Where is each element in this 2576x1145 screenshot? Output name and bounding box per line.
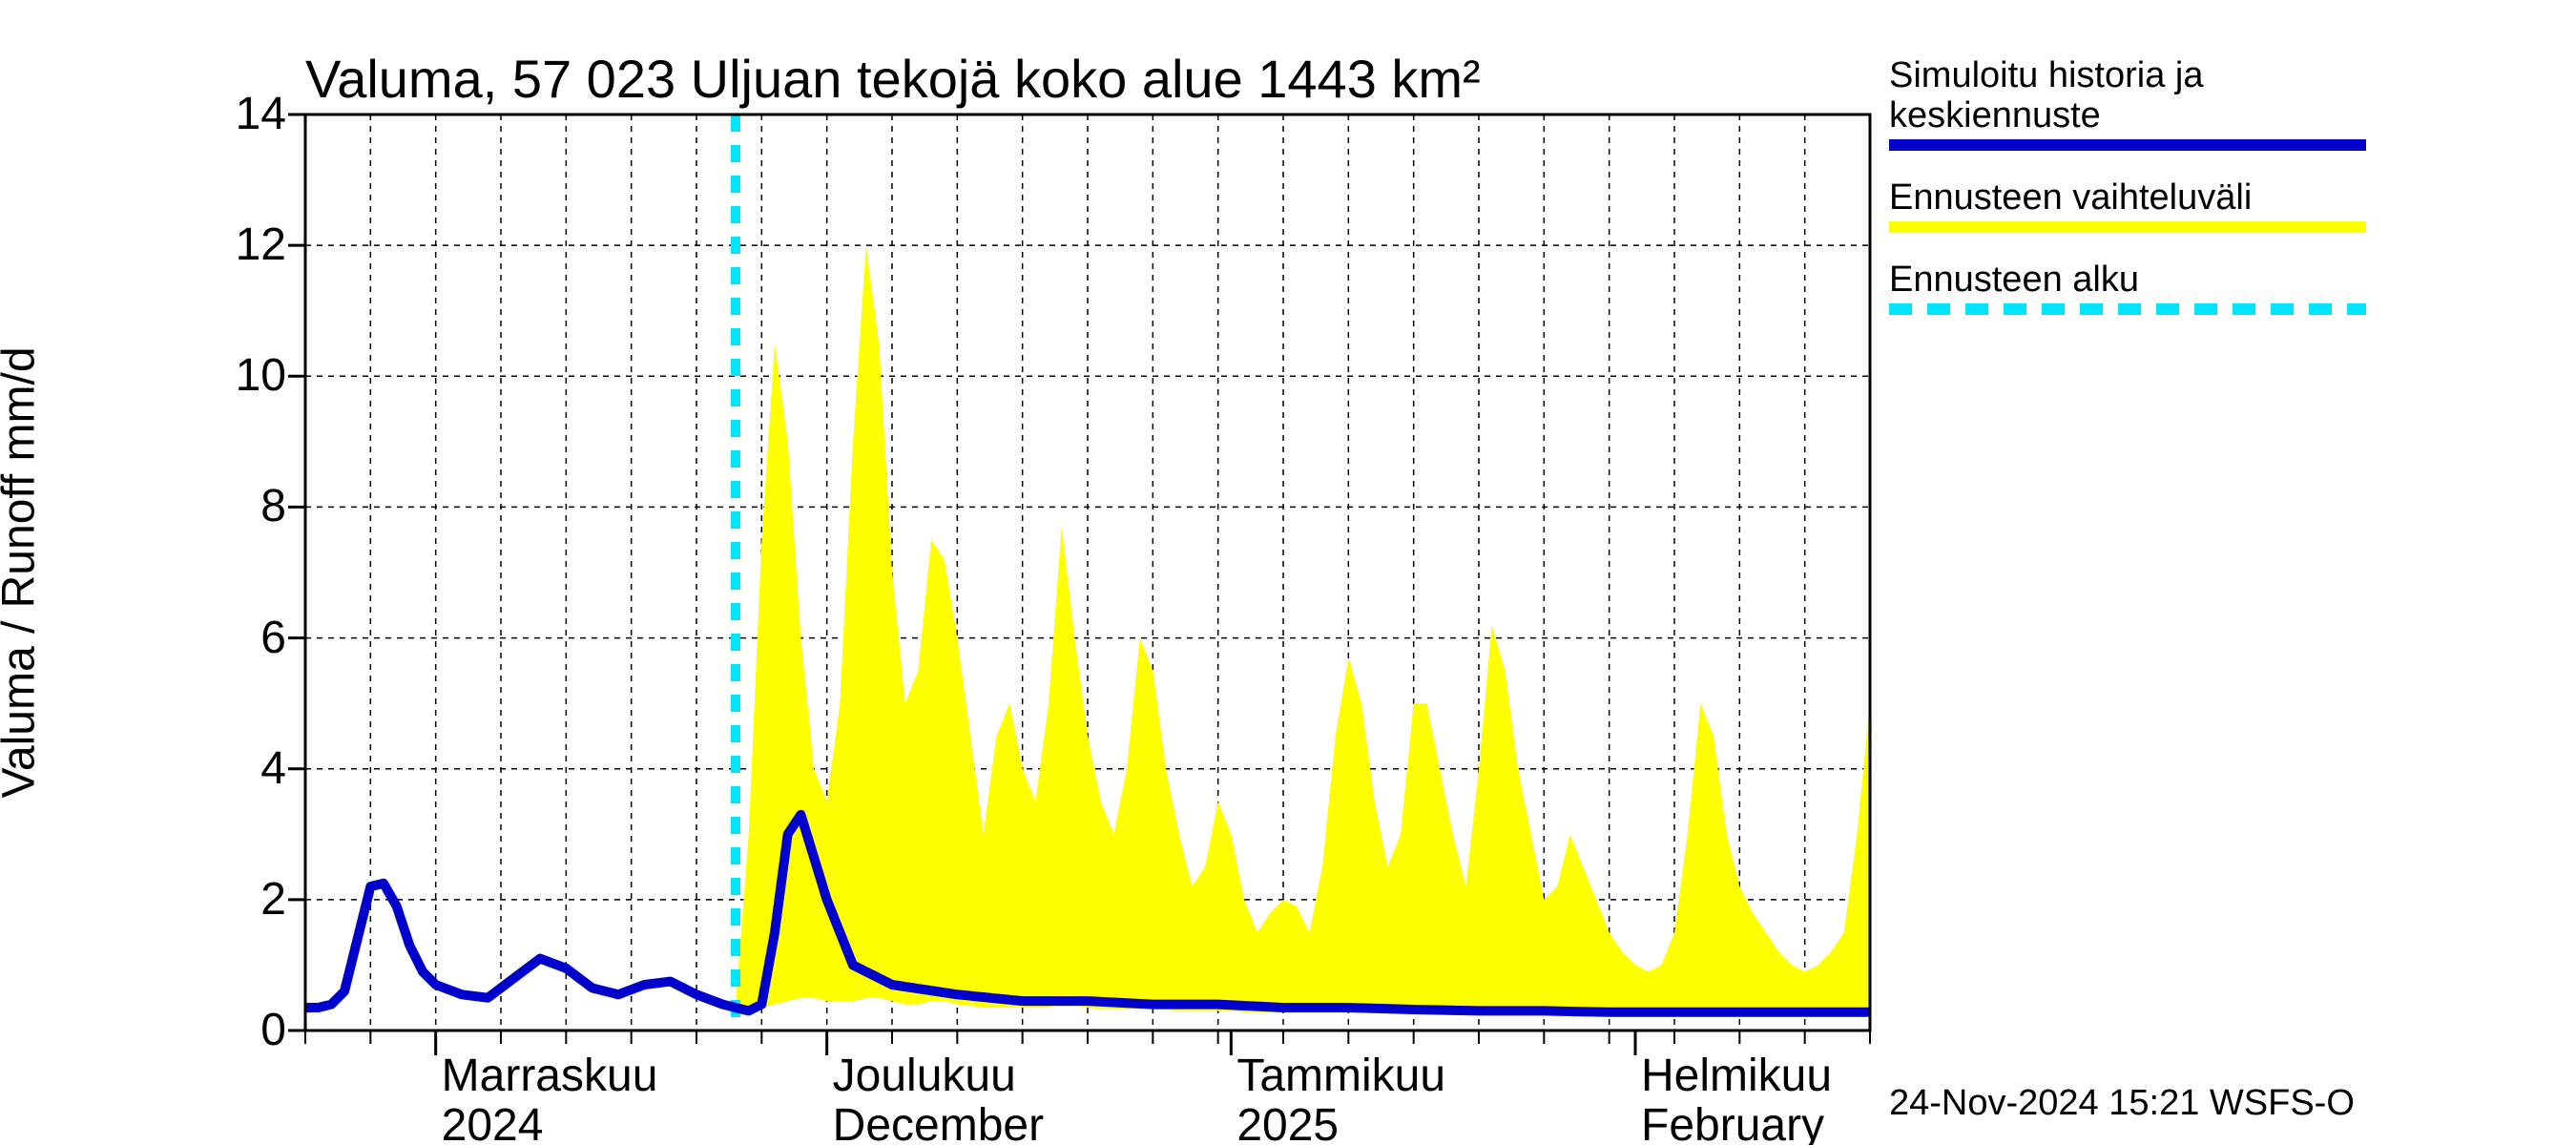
- legend-label: keskiennuste: [1889, 95, 2101, 136]
- legend-swatch: [1889, 221, 2366, 233]
- footer-timestamp: 24-Nov-2024 15:21 WSFS-O: [1889, 1083, 2355, 1124]
- x-month-label: Marraskuu: [442, 1050, 658, 1102]
- chart-container: Valuma / Runoff mm/d Valuma, 57 023 Ulju…: [0, 0, 2576, 1145]
- x-month-label: Joulukuu: [833, 1050, 1016, 1102]
- plot-area: [0, 0, 2576, 1145]
- legend-label: Ennusteen vaihteluväli: [1889, 177, 2252, 219]
- x-month-label: Tammikuu: [1236, 1050, 1445, 1102]
- x-year-label: February: [1641, 1099, 1824, 1145]
- legend-label: Simuloitu historia ja: [1889, 55, 2203, 96]
- y-tick-label: 12: [191, 219, 286, 271]
- y-tick-label: 10: [191, 349, 286, 402]
- y-tick-label: 8: [191, 480, 286, 532]
- y-tick-label: 14: [191, 88, 286, 140]
- legend-label: Ennusteen alku: [1889, 260, 2139, 301]
- y-tick-label: 2: [191, 873, 286, 926]
- y-tick-label: 6: [191, 612, 286, 664]
- x-month-label: Helmikuu: [1641, 1050, 1832, 1102]
- legend-swatch: [1889, 139, 2366, 151]
- x-year-label: December: [833, 1099, 1044, 1145]
- x-year-label: 2024: [442, 1099, 544, 1145]
- legend-swatch: [1889, 303, 2366, 315]
- y-tick-label: 4: [191, 742, 286, 795]
- y-tick-label: 0: [191, 1004, 286, 1056]
- x-year-label: 2025: [1236, 1099, 1339, 1145]
